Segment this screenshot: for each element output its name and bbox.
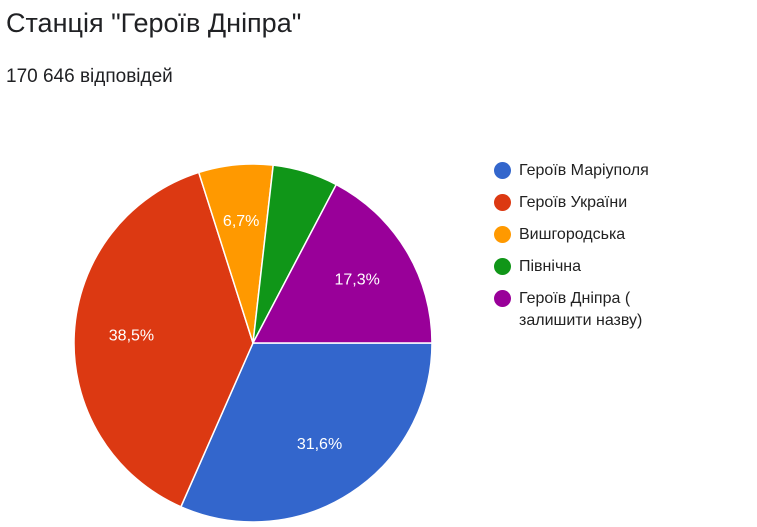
chart-subtitle: 170 646 відповідей bbox=[6, 66, 173, 87]
slice-label: 31,6% bbox=[297, 436, 342, 453]
chart-title: Станція "Героїв Дніпра" bbox=[6, 8, 302, 38]
legend-swatch bbox=[494, 194, 511, 211]
pie-slice bbox=[73, 171, 254, 508]
legend-item: Героїв України bbox=[494, 192, 679, 214]
legend-item: Північна bbox=[494, 256, 679, 278]
legend-label: Північна bbox=[519, 258, 582, 275]
legend-item: Вишгородська bbox=[494, 224, 679, 246]
legend-swatch bbox=[494, 226, 511, 243]
legend: Героїв Маріуполя Героїв України Вишгородсь… bbox=[494, 160, 679, 342]
legend-swatch bbox=[494, 290, 511, 307]
slice-label: 38,5% bbox=[109, 328, 154, 345]
legend-swatch bbox=[494, 258, 511, 275]
legend-label: Вишгородська bbox=[519, 226, 626, 243]
legend-label: Героїв Маріуполя bbox=[519, 162, 649, 179]
legend-label: Героїв Дніпра ( залишити назву) bbox=[519, 290, 643, 329]
slice-label: 17,3% bbox=[334, 271, 379, 288]
legend-swatch bbox=[494, 162, 511, 179]
pie-slice bbox=[179, 342, 433, 523]
slice-label: 6,7% bbox=[223, 213, 259, 230]
pie-slice bbox=[251, 183, 433, 344]
legend-item: Героїв Дніпра ( залишити назву) bbox=[494, 288, 679, 332]
legend-item: Героїв Маріуполя bbox=[494, 160, 679, 182]
legend-label: Героїв України bbox=[519, 194, 628, 211]
